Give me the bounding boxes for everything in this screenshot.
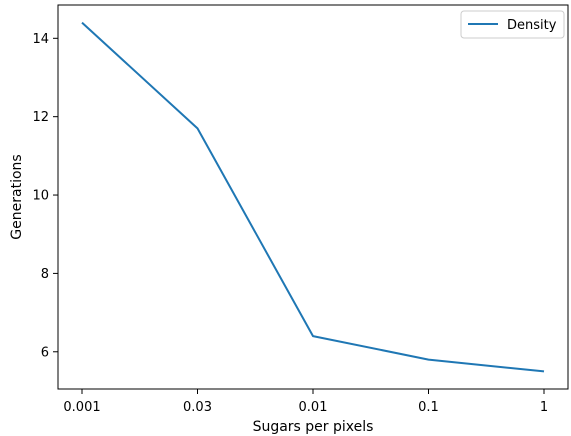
x-axis-ticks: 0.001 0.03 0.01 0.1 1 [63, 389, 548, 415]
y-axis-ticks: 6 8 10 12 14 [32, 32, 58, 360]
series-line-density [81, 21, 545, 373]
x-tick-label-1: 0.03 [183, 400, 212, 415]
y-tick-label-10: 10 [32, 189, 49, 204]
plot-frame [57, 4, 569, 390]
y-tick-label-12: 12 [32, 110, 49, 125]
y-axis-label: Generations [9, 154, 25, 239]
legend: Density [460, 10, 565, 39]
legend-box [460, 10, 565, 39]
x-tick-label-3: 0.1 [418, 400, 439, 415]
series-layer [81, 21, 545, 373]
y-tick-label-8: 8 [41, 267, 49, 282]
x-tick-label-4: 1 [540, 400, 548, 415]
y-tick-label-14: 14 [32, 32, 49, 47]
legend-label-density: Density [507, 18, 557, 33]
x-tick-label-2: 0.01 [299, 400, 328, 415]
x-tick-label-0: 0.001 [63, 400, 100, 415]
x-axis-label: Sugars per pixels [253, 419, 374, 435]
y-tick-label-6: 6 [41, 345, 49, 360]
